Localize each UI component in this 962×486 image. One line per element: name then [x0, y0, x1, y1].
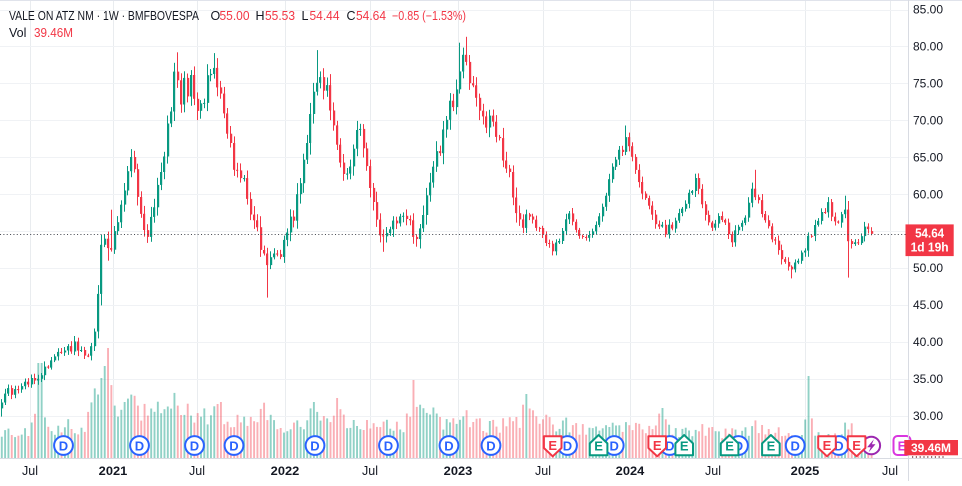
- svg-text:Jul: Jul: [362, 464, 378, 478]
- svg-text:85.00: 85.00: [913, 3, 943, 17]
- svg-text:C: C: [347, 9, 356, 23]
- svg-text:D: D: [791, 438, 800, 453]
- svg-text:Jul: Jul: [882, 464, 898, 478]
- svg-text:D: D: [135, 438, 144, 453]
- svg-text:−0.85 (−1.53%): −0.85 (−1.53%): [392, 9, 466, 23]
- svg-text:Jul: Jul: [535, 464, 551, 478]
- svg-text:E: E: [852, 438, 861, 453]
- svg-text:2025: 2025: [791, 464, 820, 478]
- svg-text:D: D: [310, 438, 319, 453]
- svg-text:D: D: [610, 438, 619, 453]
- svg-text:E: E: [725, 438, 734, 453]
- svg-text:E: E: [548, 438, 557, 453]
- svg-text:2023: 2023: [444, 464, 473, 478]
- svg-text:E: E: [653, 438, 662, 453]
- svg-text:O: O: [211, 9, 221, 23]
- svg-text:70.00: 70.00: [913, 114, 943, 128]
- svg-text:2024: 2024: [616, 464, 645, 478]
- svg-text:D: D: [384, 438, 393, 453]
- svg-text:50.00: 50.00: [913, 261, 943, 275]
- svg-text:65.00: 65.00: [913, 150, 943, 164]
- svg-text:55.53: 55.53: [265, 9, 295, 23]
- svg-text:D: D: [190, 438, 199, 453]
- svg-text:H: H: [256, 9, 265, 23]
- svg-text:54.64: 54.64: [356, 9, 386, 23]
- svg-text:39.46M: 39.46M: [34, 26, 73, 40]
- svg-text:2022: 2022: [271, 464, 300, 478]
- svg-text:E: E: [898, 438, 907, 453]
- svg-text:VALE ON ATZ NM · 1W · BMFBOVES: VALE ON ATZ NM · 1W · BMFBOVESPA: [9, 9, 200, 23]
- svg-text:D: D: [59, 438, 68, 453]
- svg-text:54.64: 54.64: [915, 227, 944, 241]
- svg-text:E: E: [680, 438, 689, 453]
- svg-text:D: D: [229, 438, 238, 453]
- svg-text:D: D: [834, 438, 843, 453]
- svg-text:Jul: Jul: [22, 464, 38, 478]
- svg-text:35.00: 35.00: [913, 372, 943, 386]
- svg-text:60.00: 60.00: [913, 187, 943, 201]
- svg-text:Jul: Jul: [189, 464, 205, 478]
- svg-text:D: D: [444, 438, 453, 453]
- svg-text:E: E: [767, 438, 776, 453]
- svg-text:E: E: [823, 438, 832, 453]
- svg-text:E: E: [594, 438, 603, 453]
- svg-text:D: D: [486, 438, 495, 453]
- svg-text:80.00: 80.00: [913, 40, 943, 54]
- svg-text:D: D: [563, 438, 572, 453]
- svg-text:1d 19h: 1d 19h: [911, 241, 949, 255]
- svg-text:45.00: 45.00: [913, 298, 943, 312]
- svg-text:75.00: 75.00: [913, 77, 943, 91]
- svg-text:Jul: Jul: [705, 464, 721, 478]
- svg-text:Vol: Vol: [9, 26, 26, 40]
- svg-text:30.00: 30.00: [913, 409, 943, 423]
- svg-text:54.44: 54.44: [310, 9, 340, 23]
- svg-text:2021: 2021: [99, 464, 128, 478]
- svg-text:55.00: 55.00: [220, 9, 250, 23]
- svg-text:D: D: [665, 438, 674, 453]
- svg-text:40.00: 40.00: [913, 335, 943, 349]
- svg-text:L: L: [302, 9, 309, 23]
- svg-text:39.46M: 39.46M: [911, 441, 951, 455]
